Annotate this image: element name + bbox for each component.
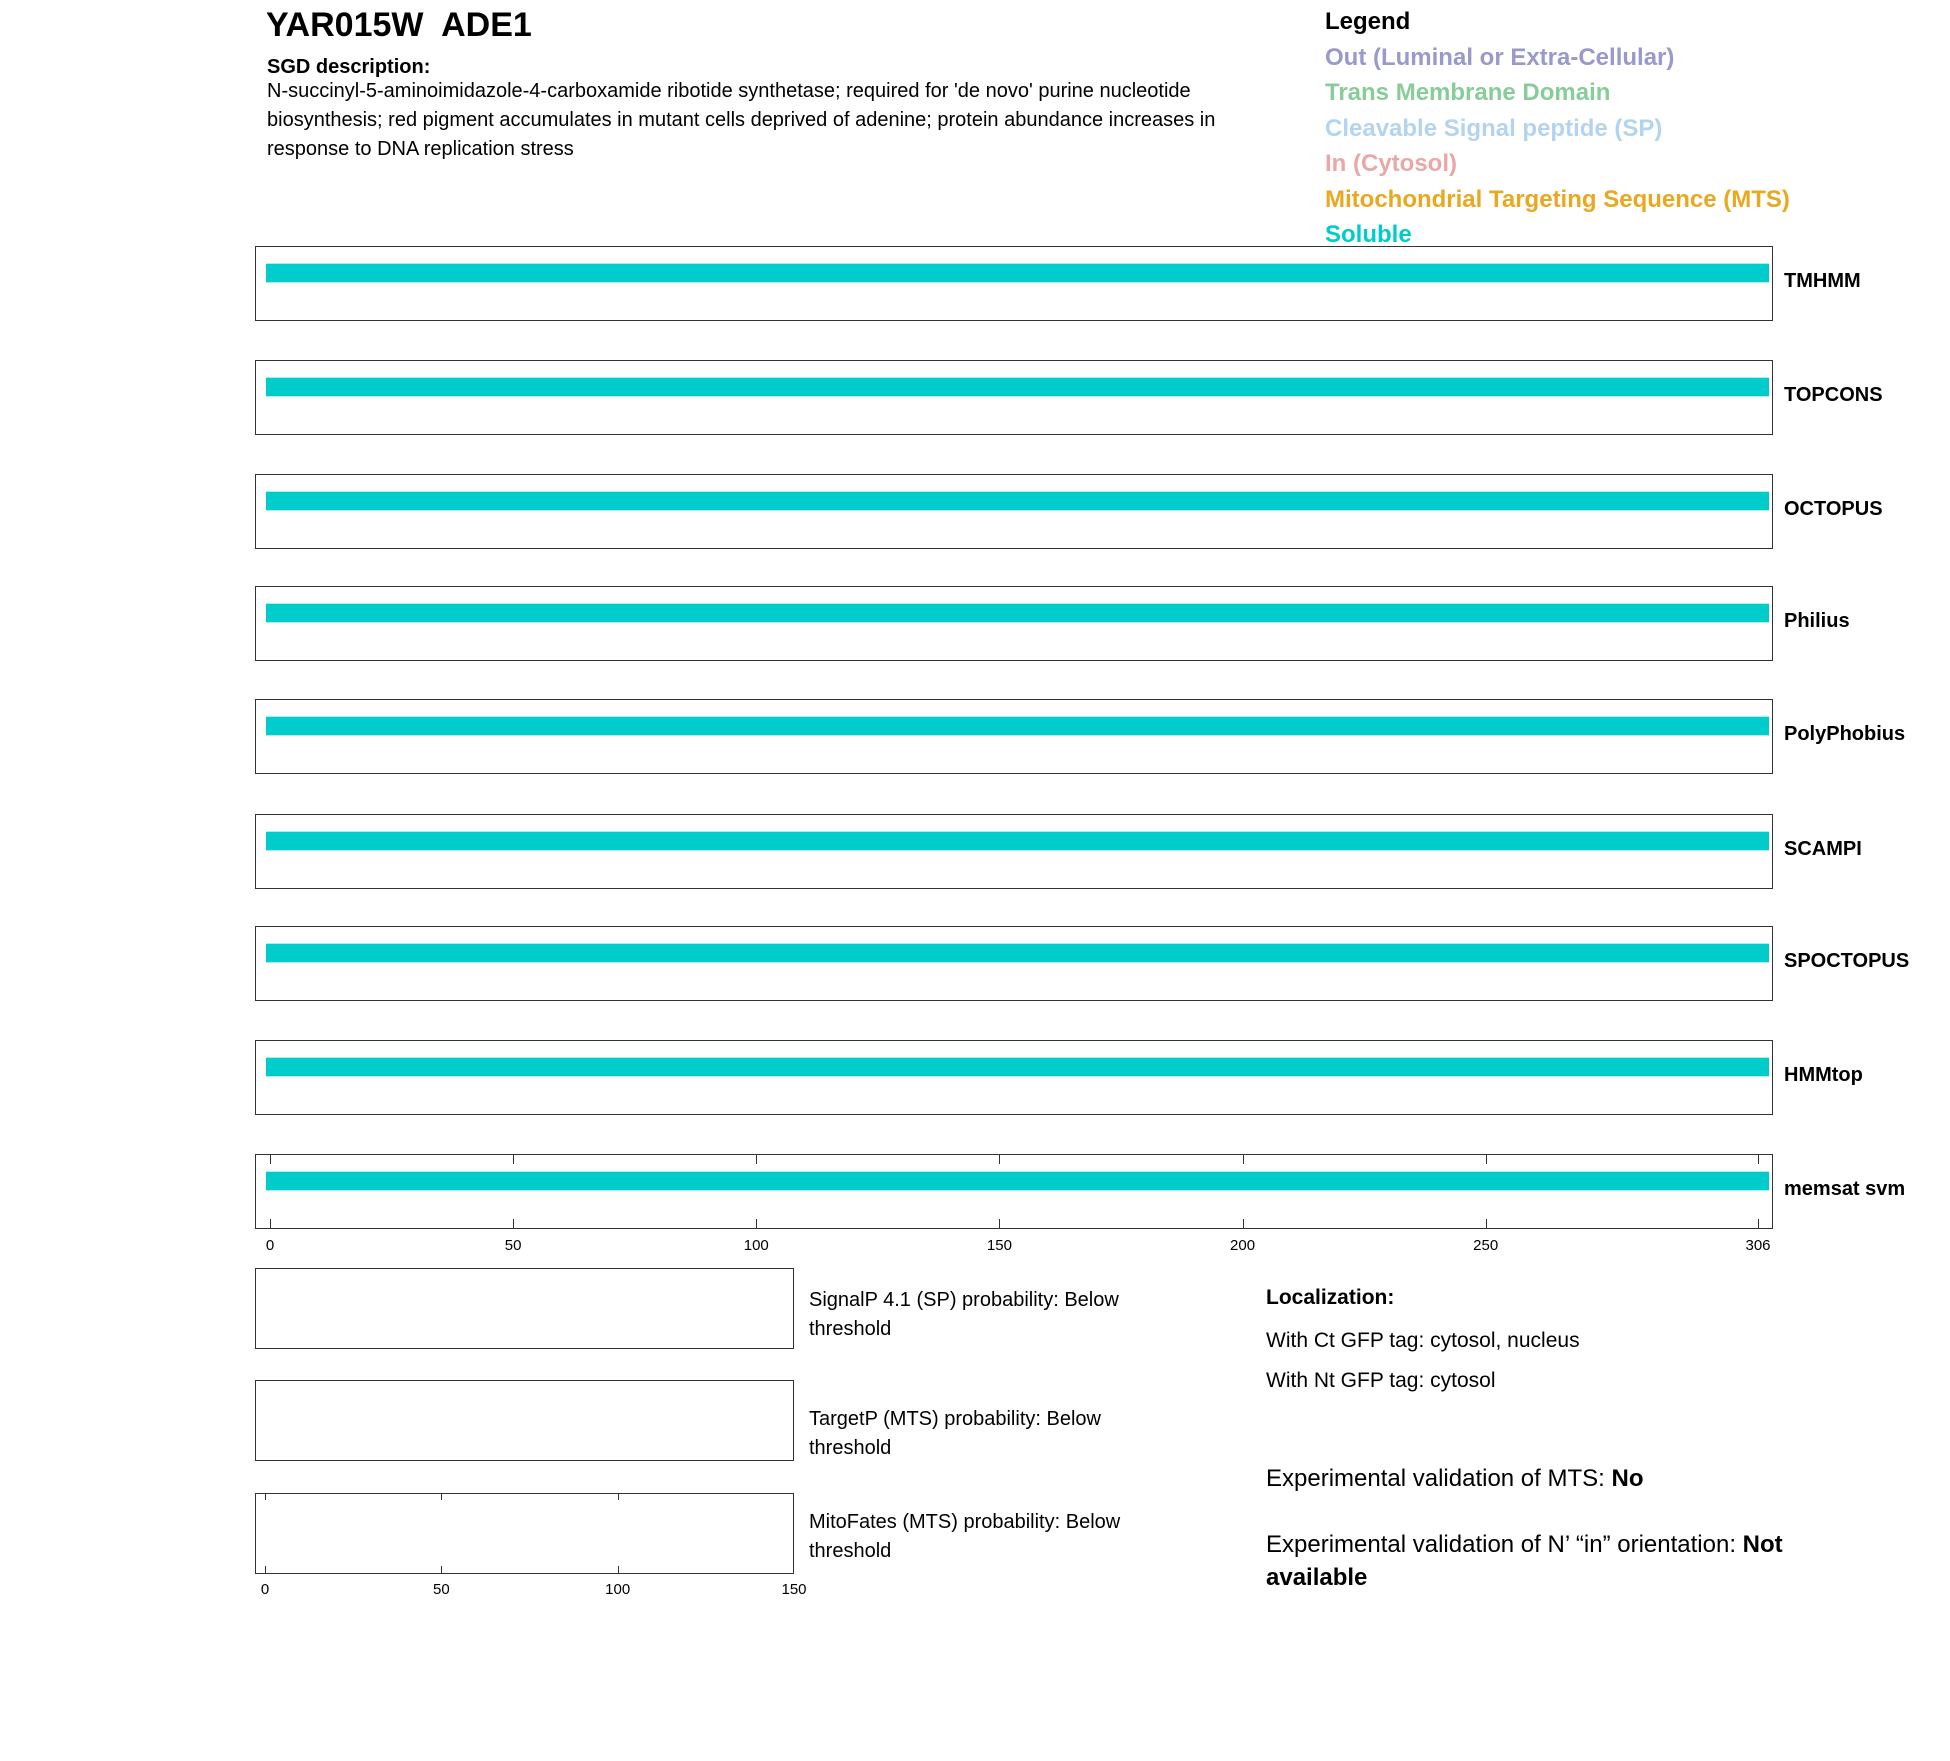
axis-tick xyxy=(1485,1219,1487,1229)
orientation-validation-label: Experimental validation of N’ “in” orien… xyxy=(1266,1531,1743,1558)
segment-bar xyxy=(266,831,1769,851)
axis-tick xyxy=(1758,1154,1759,1164)
axis-tick xyxy=(270,1154,271,1164)
track-box xyxy=(255,474,1773,549)
segment-bar xyxy=(266,603,1769,623)
legend-item: In (Cytosol) xyxy=(1325,150,1457,177)
axis-tick xyxy=(617,1566,619,1573)
tick-label: 0 xyxy=(265,1237,275,1254)
segment-bar xyxy=(266,943,1769,963)
axis-tick xyxy=(756,1219,758,1229)
legend-item: Trans Membrane Domain xyxy=(1325,79,1611,106)
segment-bar xyxy=(266,716,1769,736)
axis-tick xyxy=(999,1154,1001,1164)
segment-bar xyxy=(266,1057,1769,1077)
tick-label: 100 xyxy=(743,1237,769,1254)
tick-label: 50 xyxy=(432,1581,450,1598)
probability-box xyxy=(255,1380,794,1461)
axis-tick xyxy=(1758,1219,1759,1229)
track-label: SPOCTOPUS xyxy=(1784,950,1910,972)
track-label: OCTOPUS xyxy=(1784,498,1883,520)
mts-validation-label: Experimental validation of MTS: xyxy=(1266,1465,1612,1492)
axis-tick xyxy=(756,1154,758,1164)
orientation-validation-value: Not available xyxy=(1266,1531,1783,1591)
mts-validation: Experimental validation of MTS: No xyxy=(1266,1462,1886,1495)
axis-tick xyxy=(265,1493,266,1500)
mts-validation-value: No xyxy=(1611,1465,1644,1492)
segment-bar xyxy=(266,1171,1769,1191)
axis-tick xyxy=(617,1493,619,1500)
page-title: YAR015W ADE1 xyxy=(266,6,532,44)
track-box xyxy=(255,699,1773,774)
axis-tick xyxy=(441,1493,443,1500)
track-box xyxy=(255,814,1773,889)
localization-ct: With Ct GFP tag: cytosol, nucleus xyxy=(1266,1329,1580,1352)
legend: Legend Out (Luminal or Extra-Cellular) Tr… xyxy=(1325,4,1790,253)
segment-bar xyxy=(266,491,1769,511)
track-box xyxy=(255,246,1773,321)
localization-heading: Localization: xyxy=(1266,1286,1395,1309)
probability-text: TargetP (MTS) probability: Below thresho… xyxy=(809,1408,1101,1459)
axis-tick xyxy=(1485,1154,1487,1164)
sgd-description: N-succinyl-5-aminoimidazole-4-carboxamid… xyxy=(267,80,1216,160)
axis-tick xyxy=(265,1566,266,1573)
track-label: memsat svm xyxy=(1784,1178,1906,1200)
track-label: HMMtop xyxy=(1784,1064,1863,1086)
track-box xyxy=(255,1040,1773,1115)
track-box xyxy=(255,1154,1773,1229)
legend-item: Out (Luminal or Extra-Cellular) xyxy=(1325,43,1675,71)
tick-label: 200 xyxy=(1230,1237,1256,1254)
axis-tick xyxy=(1242,1219,1244,1229)
axis-tick xyxy=(1242,1154,1244,1164)
tick-label: 306 xyxy=(1745,1237,1771,1254)
axis-tick xyxy=(999,1219,1001,1229)
tick-label: 250 xyxy=(1473,1237,1499,1254)
track-label: SCAMPI xyxy=(1784,838,1862,860)
track-box xyxy=(255,926,1773,1001)
probability-text: MitoFates (MTS) probability: Below thres… xyxy=(809,1511,1121,1562)
axis-tick xyxy=(441,1566,443,1573)
tick-label: 50 xyxy=(504,1237,522,1254)
track-label: TOPCONS xyxy=(1784,384,1883,406)
segment-bar xyxy=(266,377,1769,397)
legend-item: Mitochondrial Targeting Sequence (MTS) xyxy=(1325,185,1790,213)
track-label: Philius xyxy=(1784,610,1850,632)
track-box xyxy=(255,586,1773,661)
probability-text: SignalP 4.1 (SP) probability: Below thre… xyxy=(809,1289,1119,1340)
axis-tick xyxy=(513,1154,515,1164)
track-box xyxy=(255,360,1773,435)
probability-box xyxy=(255,1268,794,1349)
probability-box xyxy=(255,1493,794,1574)
tick-label: 100 xyxy=(605,1581,631,1598)
tick-label: 150 xyxy=(986,1237,1012,1254)
legend-title: Legend xyxy=(1325,8,1411,35)
track-label: TMHMM xyxy=(1784,270,1861,292)
legend-item: Soluble xyxy=(1325,221,1412,248)
track-label: PolyPhobius xyxy=(1784,723,1906,745)
localization-nt: With Nt GFP tag: cytosol xyxy=(1266,1369,1496,1392)
tick-label: 150 xyxy=(781,1581,807,1598)
orientation-validation: Experimental validation of N’ “in” orien… xyxy=(1266,1528,1886,1594)
sgd-heading: SGD description: xyxy=(267,56,431,78)
segment-bar xyxy=(266,263,1769,283)
axis-tick xyxy=(513,1219,515,1229)
axis-tick xyxy=(270,1219,271,1229)
tick-label: 0 xyxy=(260,1581,270,1598)
legend-item: Cleavable Signal peptide (SP) xyxy=(1325,114,1663,142)
